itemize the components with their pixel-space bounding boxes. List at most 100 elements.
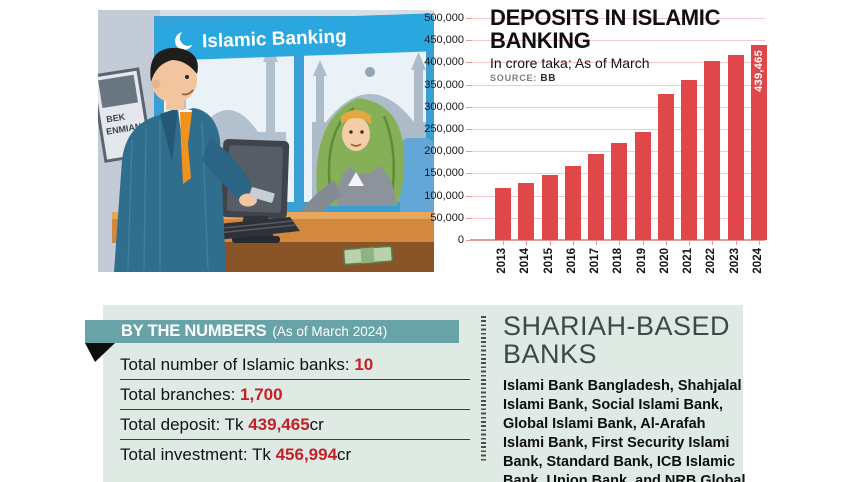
- shariah-banks-section: SHARIAH-BASED BANKS Islami Bank Banglade…: [503, 312, 749, 482]
- gridline: [470, 62, 765, 64]
- x-axis-label: 2022: [705, 248, 718, 274]
- x-axis-label: 2020: [658, 248, 671, 274]
- y-tick: [466, 129, 472, 130]
- stat-value: 456,994: [275, 444, 338, 464]
- y-axis-label: 0: [457, 234, 464, 246]
- bar-2015: [541, 174, 558, 240]
- shariah-banks-title: SHARIAH-BASED BANKS: [503, 311, 731, 369]
- y-axis-label: 150,000: [424, 167, 464, 180]
- bar-2020: [657, 93, 674, 240]
- x-axis-label: 2024: [751, 248, 764, 274]
- y-axis-label: 50,000: [430, 211, 464, 224]
- y-axis-label: 300,000: [424, 100, 464, 113]
- stat-row: Total deposit: Tk 439,465 cr: [120, 410, 470, 440]
- y-tick: [466, 151, 472, 153]
- y-axis-label: 200,000: [424, 145, 464, 158]
- x-tick: [526, 241, 528, 245]
- customer-man: [114, 47, 275, 272]
- chart-source: SOURCE: BB: [490, 73, 557, 84]
- gridline: [470, 40, 765, 42]
- stat-label: Total deposit: Tk: [120, 414, 249, 434]
- stat-unit: cr: [309, 414, 324, 434]
- bank-scene-drawing: Islamic Banking BEK ENMIAN: [90, 10, 435, 272]
- bar-2018: [611, 143, 628, 240]
- x-axis-label: 2015: [542, 248, 555, 274]
- gridline: [470, 129, 765, 130]
- gridline: [470, 84, 765, 86]
- chart-subtitle: In crore taka; As of March: [490, 55, 650, 71]
- x-tick: [572, 241, 574, 245]
- bank-illustration: Islamic Banking BEK ENMIAN: [90, 10, 435, 272]
- bar-2017: [588, 154, 605, 240]
- y-tick: [466, 106, 472, 108]
- x-axis-label: 2016: [565, 248, 578, 274]
- statistics-list: Total number of Islamic banks: 10 Total b…: [120, 350, 470, 469]
- x-tick: [596, 241, 598, 245]
- by-the-numbers-date: (As of March 2024): [272, 324, 388, 339]
- stat-value: 10: [354, 354, 374, 374]
- x-tick: [712, 241, 714, 245]
- stat-label: Total investment: Tk: [120, 444, 276, 464]
- y-axis-label: 400,000: [424, 56, 464, 69]
- y-tick: [466, 40, 472, 42]
- stat-unit: cr: [337, 444, 352, 464]
- y-axis-label: 250,000: [424, 123, 464, 135]
- stat-label: Total number of Islamic banks:: [120, 354, 355, 374]
- bar-2016: [564, 165, 581, 240]
- y-axis-label: 500,000: [424, 12, 464, 24]
- x-tick: [642, 241, 644, 245]
- y-axis-label: 100,000: [424, 189, 464, 202]
- y-tick: [466, 62, 472, 64]
- y-axis-label: 350,000: [424, 78, 464, 91]
- x-axis-label: 2017: [589, 248, 602, 274]
- shariah-banks-list: Islami Bank Bangladesh, Shahjalal Islami…: [503, 378, 746, 482]
- x-tick: [665, 241, 667, 245]
- gridline: [470, 106, 765, 108]
- bar-value-label: 439,465: [752, 49, 765, 92]
- x-tick: [689, 241, 691, 245]
- x-tick: [549, 241, 551, 245]
- x-tick: [758, 241, 760, 245]
- stat-label: Total branches:: [120, 384, 241, 404]
- x-tick: [503, 241, 504, 245]
- y-tick: [466, 195, 472, 197]
- stat-row: Total number of Islamic banks: 10: [120, 350, 470, 380]
- chair: [400, 138, 434, 224]
- banner-fold-triangle: [85, 343, 115, 362]
- x-tick: [735, 241, 737, 245]
- chart-title: DEPOSITS IN ISLAMIC BANKING: [490, 5, 721, 53]
- bar-2014: [518, 183, 535, 240]
- stat-value: 439,465: [248, 414, 310, 434]
- bar-2021: [681, 80, 698, 240]
- stat-row: Total branches: 1,700: [120, 380, 470, 410]
- y-axis-label: 450,000: [424, 34, 464, 47]
- bar-2013: [495, 187, 511, 240]
- y-tick: [466, 173, 472, 175]
- dashed-divider: [481, 316, 486, 462]
- chart-source-value: BB: [540, 73, 557, 84]
- x-axis-label: 2019: [635, 248, 648, 274]
- islamic-banking-sign: Islamic Banking: [155, 13, 435, 61]
- deposits-bar-chart: 0 50,000 100,000 150,000 200,000 250,000 300,0…: [424, 5, 767, 274]
- x-axis-label: 2018: [612, 248, 625, 274]
- stat-row: Total investment: Tk 456,994 cr: [120, 440, 470, 469]
- bar-2024: 439,465: [750, 44, 767, 240]
- y-tick: [466, 217, 472, 219]
- stat-value: 1,700: [240, 384, 283, 404]
- y-tick: [466, 240, 472, 241]
- banknotes: [342, 245, 394, 266]
- gridline: [470, 239, 765, 241]
- x-tick: [619, 241, 621, 245]
- bar-2019: [634, 131, 651, 240]
- x-axis-label: 2021: [682, 248, 695, 274]
- by-the-numbers-title: BY THE NUMBERS: [121, 322, 267, 340]
- x-axis-label: 2023: [728, 248, 741, 274]
- gridline: [470, 18, 765, 19]
- y-tick: [466, 84, 472, 86]
- x-axis-label: 2014: [519, 248, 532, 274]
- bar-2022: [704, 61, 721, 240]
- sign-text: Islamic Banking: [202, 26, 347, 52]
- y-tick: [466, 18, 472, 19]
- by-the-numbers-banner: BY THE NUMBERS (As of March 2024): [85, 320, 459, 343]
